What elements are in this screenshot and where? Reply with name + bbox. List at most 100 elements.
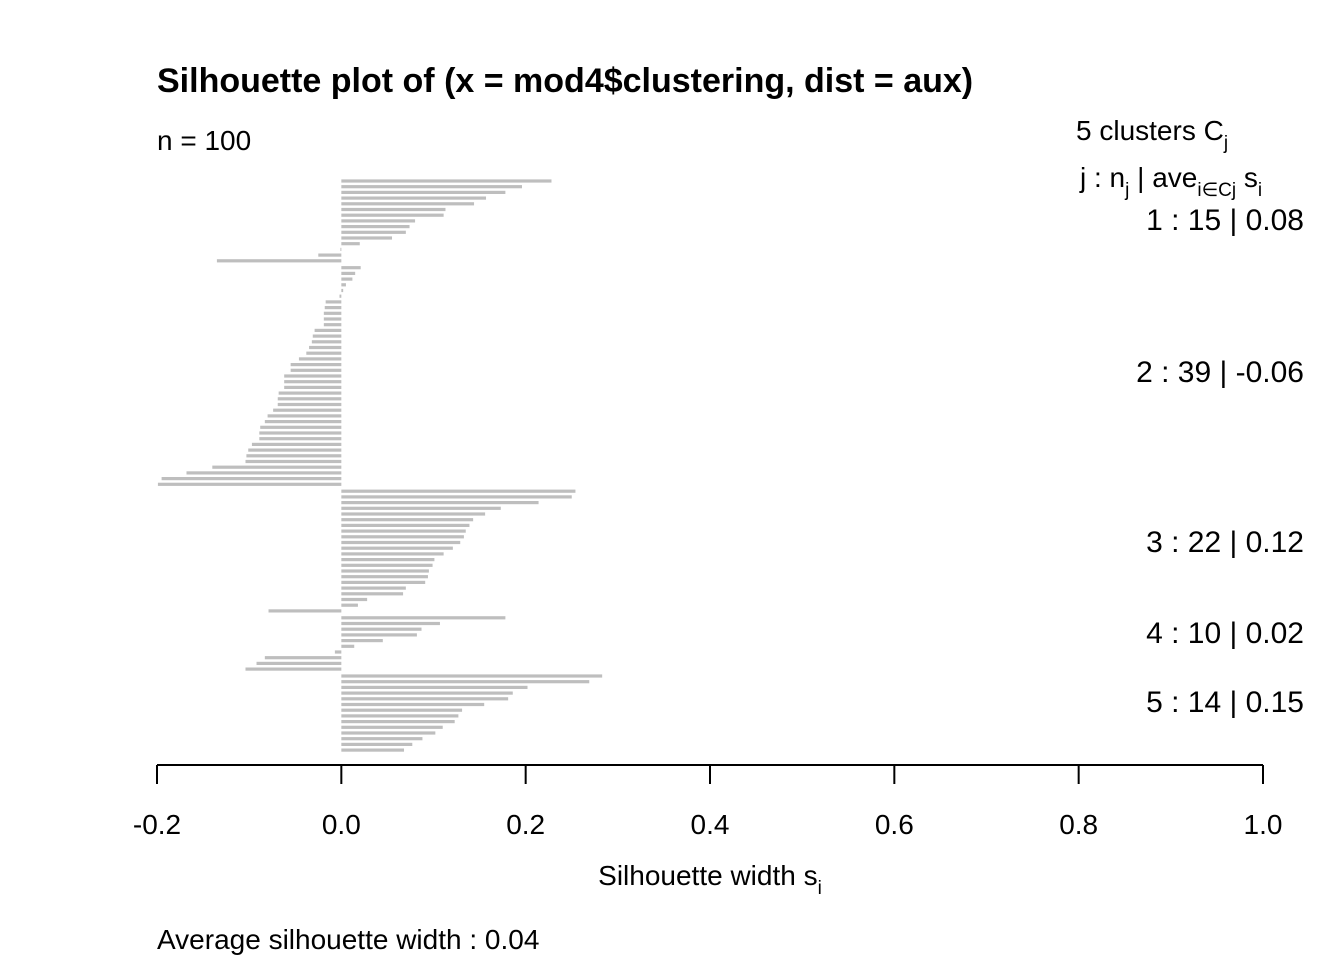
- silhouette-bar-c4-9: [256, 661, 342, 665]
- silhouette-bar-c4-10: [245, 667, 342, 671]
- silhouette-bar-c5-11: [341, 731, 436, 735]
- silhouette-bar-c5-10: [341, 725, 443, 729]
- silhouette-bar-c2-5: [341, 288, 344, 293]
- silhouette-bar-c5-9: [341, 720, 455, 724]
- silhouette-bar-c3-20: [341, 597, 368, 602]
- silhouette-bar-c2-6: [339, 294, 342, 298]
- header-ave-sub: i∈Cj: [1197, 180, 1236, 201]
- silhouette-bar-c3-6: [341, 518, 474, 522]
- silhouette-bar-c2-13: [312, 334, 342, 338]
- silhouette-bar-c5-1: [341, 674, 603, 678]
- silhouette-bar-c1-8: [341, 219, 416, 223]
- silhouette-bar-c1-12: [341, 242, 360, 246]
- silhouette-bar-c3-17: [341, 580, 426, 584]
- x-tick-label: 0.6: [875, 809, 914, 840]
- silhouette-bar-c2-19: [290, 368, 342, 372]
- silhouette-bar-c2-26: [273, 408, 342, 412]
- clusters-count-text: 5 clusters C: [1076, 115, 1224, 146]
- n-label: n = 100: [157, 125, 251, 156]
- silhouette-bar-c2-23: [278, 391, 342, 395]
- silhouette-bar-c2-34: [246, 454, 342, 458]
- silhouette-bar-c5-8: [341, 714, 459, 718]
- silhouette-bar-c2-17: [298, 357, 342, 361]
- silhouette-bar-c2-27: [267, 414, 342, 418]
- silhouette-bar-c1-15: [216, 259, 342, 263]
- clusters-count-sub: j: [1223, 133, 1228, 154]
- x-axis: -0.2 0.0 0.2 0.4 0.6 0.8 1.0: [133, 764, 1282, 840]
- silhouette-bar-c5-4: [341, 691, 513, 695]
- silhouette-bar-c2-16: [306, 351, 342, 355]
- silhouette-bar-c1-7: [341, 213, 444, 217]
- silhouette-bar-c5-12: [341, 737, 423, 741]
- x-tick-label: -0.2: [133, 809, 181, 840]
- silhouette-bar-c2-32: [251, 442, 342, 446]
- silhouette-bar-c1-14: [318, 253, 342, 257]
- silhouette-bar-c2-25: [277, 402, 342, 407]
- silhouette-bar-c2-37: [186, 471, 342, 475]
- silhouette-bar-c2-18: [290, 363, 342, 367]
- silhouette-bar-c2-8: [324, 306, 342, 310]
- silhouette-bar-c2-36: [212, 465, 342, 469]
- silhouette-bar-c5-14: [341, 748, 405, 752]
- silhouette-bar-c3-12: [341, 552, 444, 556]
- silhouette-bar-c5-2: [341, 680, 590, 684]
- silhouette-bar-c4-7: [334, 650, 342, 654]
- silhouette-bar-c5-3: [341, 685, 528, 689]
- silhouette-bar-c2-2: [341, 271, 356, 275]
- silhouette-bar-c3-8: [341, 529, 466, 533]
- silhouette-bar-c4-1: [341, 616, 506, 620]
- silhouette-bar-c1-13: [340, 247, 342, 251]
- silhouette-bar-c2-33: [248, 448, 342, 452]
- silhouette-bar-c4-4: [341, 633, 417, 637]
- average-silhouette-footer: Average silhouette width : 0.04: [157, 924, 539, 955]
- cluster-4-summary: 4 : 10 | 0.02: [1146, 617, 1304, 650]
- silhouette-bar-c3-1: [341, 489, 576, 493]
- silhouette-bar-c2-4: [341, 283, 346, 287]
- silhouette-bar-c4-2: [341, 621, 440, 626]
- silhouette-bar-c2-30: [259, 431, 342, 435]
- silhouette-bar-c3-2: [341, 495, 572, 499]
- header-ave: | ave: [1129, 162, 1197, 193]
- silhouette-bar-c2-38: [161, 477, 342, 481]
- silhouette-bar-c3-11: [341, 546, 453, 550]
- x-axis-label-sub: i: [818, 878, 822, 899]
- silhouette-bar-c2-24: [277, 397, 342, 401]
- silhouette-bar-c1-6: [341, 207, 446, 212]
- header-s-sub: i: [1258, 180, 1262, 201]
- x-tick-label: 0.0: [322, 809, 361, 840]
- silhouette-bar-c2-9: [323, 311, 342, 315]
- silhouette-bar-c3-13: [341, 558, 435, 562]
- cluster-summary-labels: 1 : 15 | 0.08 2 : 39 | -0.06 3 : 22 | 0.12…: [1136, 204, 1304, 719]
- silhouette-bar-c5-5: [341, 697, 509, 701]
- silhouette-bar-c2-10: [323, 317, 342, 321]
- silhouette-bar-c1-4: [341, 196, 487, 200]
- silhouette-bar-c3-21: [341, 603, 358, 607]
- silhouette-bar-c2-14: [311, 340, 342, 344]
- silhouette-bar-c3-5: [341, 512, 486, 516]
- cluster-header-label: j : nj | avei∈Cj si: [1079, 162, 1262, 201]
- silhouette-bar-c2-21: [284, 380, 342, 384]
- silhouette-bar-c1-11: [341, 236, 393, 240]
- silhouette-bar-c2-29: [260, 425, 342, 429]
- silhouette-bar-c4-5: [341, 639, 383, 643]
- silhouette-bar-c2-11: [323, 323, 342, 327]
- x-tick-label: 0.8: [1059, 809, 1098, 840]
- silhouette-bar-c4-3: [341, 627, 422, 631]
- chart-title: Silhouette plot of (x = mod4$clustering,…: [157, 62, 973, 100]
- header-s: s: [1236, 162, 1258, 193]
- silhouette-bar-c3-18: [341, 586, 406, 590]
- silhouette-bar-c1-9: [341, 225, 410, 229]
- silhouette-bar-c5-7: [341, 708, 463, 712]
- silhouette-bar-c4-8: [264, 656, 342, 660]
- silhouette-bar-c2-1: [341, 266, 361, 270]
- silhouette-bar-c1-2: [341, 185, 522, 189]
- x-axis-label: Silhouette width si: [598, 860, 822, 899]
- silhouette-bar-c2-12: [314, 328, 342, 332]
- silhouette-bar-c2-35: [245, 459, 342, 464]
- cluster-2-summary: 2 : 39 | -0.06: [1136, 356, 1304, 389]
- silhouette-bar-c2-39: [157, 482, 342, 486]
- clusters-count-label: 5 clusters Cj: [1076, 115, 1228, 154]
- silhouette-bar-c5-13: [341, 742, 413, 746]
- silhouette-bar-c2-15: [309, 345, 342, 350]
